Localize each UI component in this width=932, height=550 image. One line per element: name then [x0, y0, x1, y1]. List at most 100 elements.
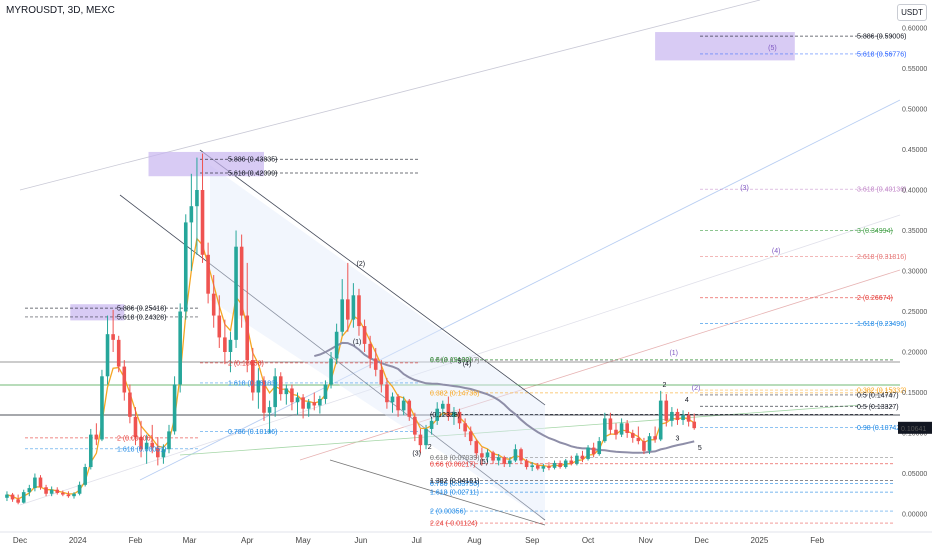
candle[interactable] [435, 402, 439, 425]
candle[interactable] [362, 319, 367, 352]
candle[interactable] [329, 352, 333, 389]
candle[interactable] [334, 323, 339, 365]
candle[interactable] [513, 444, 518, 463]
trend-line[interactable] [329, 459, 546, 526]
candle[interactable] [597, 437, 602, 456]
candle[interactable] [100, 369, 104, 442]
candle[interactable] [569, 455, 574, 466]
candle[interactable] [172, 376, 177, 435]
candle[interactable] [670, 407, 674, 427]
candle[interactable] [385, 377, 389, 409]
candle[interactable] [77, 481, 82, 496]
candle[interactable] [72, 492, 76, 499]
candle[interactable] [21, 489, 26, 504]
ma-line[interactable] [314, 341, 695, 454]
candle[interactable] [150, 424, 155, 454]
candle[interactable] [681, 410, 685, 425]
candle[interactable] [105, 315, 110, 385]
candle[interactable] [122, 360, 127, 401]
candle[interactable] [519, 447, 523, 464]
candle[interactable] [452, 407, 456, 425]
candle[interactable] [178, 303, 182, 393]
candle[interactable] [575, 453, 579, 466]
candle[interactable] [49, 486, 54, 497]
candle[interactable] [468, 426, 473, 446]
trend-line[interactable] [199, 149, 546, 406]
candle[interactable] [167, 424, 171, 454]
candle[interactable] [541, 463, 546, 472]
candle[interactable] [156, 437, 160, 466]
candle[interactable] [474, 439, 479, 459]
candle[interactable] [373, 347, 378, 377]
candle[interactable] [44, 484, 48, 497]
candle[interactable] [463, 418, 467, 438]
trend-line[interactable] [139, 99, 901, 481]
candle[interactable] [183, 214, 188, 320]
candle[interactable] [290, 384, 294, 411]
candle[interactable] [664, 394, 669, 427]
candle[interactable] [111, 309, 115, 352]
trend-line[interactable] [179, 404, 861, 456]
candle[interactable] [161, 444, 166, 464]
candle[interactable] [480, 447, 484, 466]
candle[interactable] [128, 384, 132, 424]
candle[interactable] [558, 460, 562, 469]
candle[interactable] [278, 372, 283, 401]
candle[interactable] [692, 413, 697, 430]
candle[interactable] [524, 458, 529, 470]
candle[interactable] [502, 455, 507, 468]
candle[interactable] [642, 437, 646, 455]
candle[interactable] [262, 376, 266, 421]
candle[interactable] [295, 392, 300, 416]
candle[interactable] [630, 429, 635, 443]
candle[interactable] [312, 392, 317, 411]
candle[interactable] [195, 157, 199, 255]
candle[interactable] [206, 242, 210, 304]
candle[interactable] [625, 420, 629, 438]
candle[interactable] [200, 153, 205, 263]
trend-line[interactable] [119, 194, 546, 521]
candle[interactable] [563, 458, 568, 469]
candle[interactable] [189, 173, 194, 271]
candle[interactable] [223, 319, 227, 365]
candle[interactable] [424, 424, 428, 450]
candle[interactable] [457, 408, 462, 429]
candle[interactable] [653, 426, 657, 443]
candle[interactable] [323, 380, 328, 404]
candle[interactable] [390, 392, 395, 413]
candle[interactable] [217, 295, 222, 348]
candle[interactable] [66, 491, 71, 498]
candle[interactable] [508, 457, 512, 468]
candle[interactable] [614, 423, 618, 440]
candle[interactable] [357, 288, 361, 336]
candle[interactable] [446, 396, 451, 421]
candle[interactable] [368, 335, 372, 369]
candle[interactable] [401, 396, 406, 416]
candle[interactable] [256, 368, 261, 409]
candle[interactable] [88, 428, 93, 470]
target-box[interactable] [148, 151, 264, 177]
candle[interactable] [301, 394, 305, 419]
candle[interactable] [530, 462, 534, 472]
candle[interactable] [83, 463, 87, 487]
candle[interactable] [245, 262, 250, 373]
candle[interactable] [351, 283, 356, 328]
target-box[interactable] [655, 32, 795, 61]
candle[interactable] [491, 450, 495, 464]
candle[interactable] [16, 494, 20, 505]
currency-button[interactable]: USDT [897, 4, 927, 21]
candle[interactable] [496, 454, 501, 466]
candle[interactable] [407, 398, 412, 421]
x-axis[interactable]: Dec 2024 Feb Mar Apr May Jun Jul Aug Sep Oct Nov Dec… [0, 531, 932, 545]
candle[interactable] [608, 412, 613, 435]
candle[interactable] [547, 462, 551, 471]
candle[interactable] [340, 279, 345, 336]
candle[interactable] [485, 449, 490, 463]
candle[interactable] [10, 492, 15, 502]
candle[interactable] [5, 491, 9, 502]
ema-line[interactable] [6, 237, 695, 500]
candle[interactable] [133, 407, 138, 446]
candle[interactable] [38, 475, 43, 490]
candle[interactable] [586, 445, 590, 461]
